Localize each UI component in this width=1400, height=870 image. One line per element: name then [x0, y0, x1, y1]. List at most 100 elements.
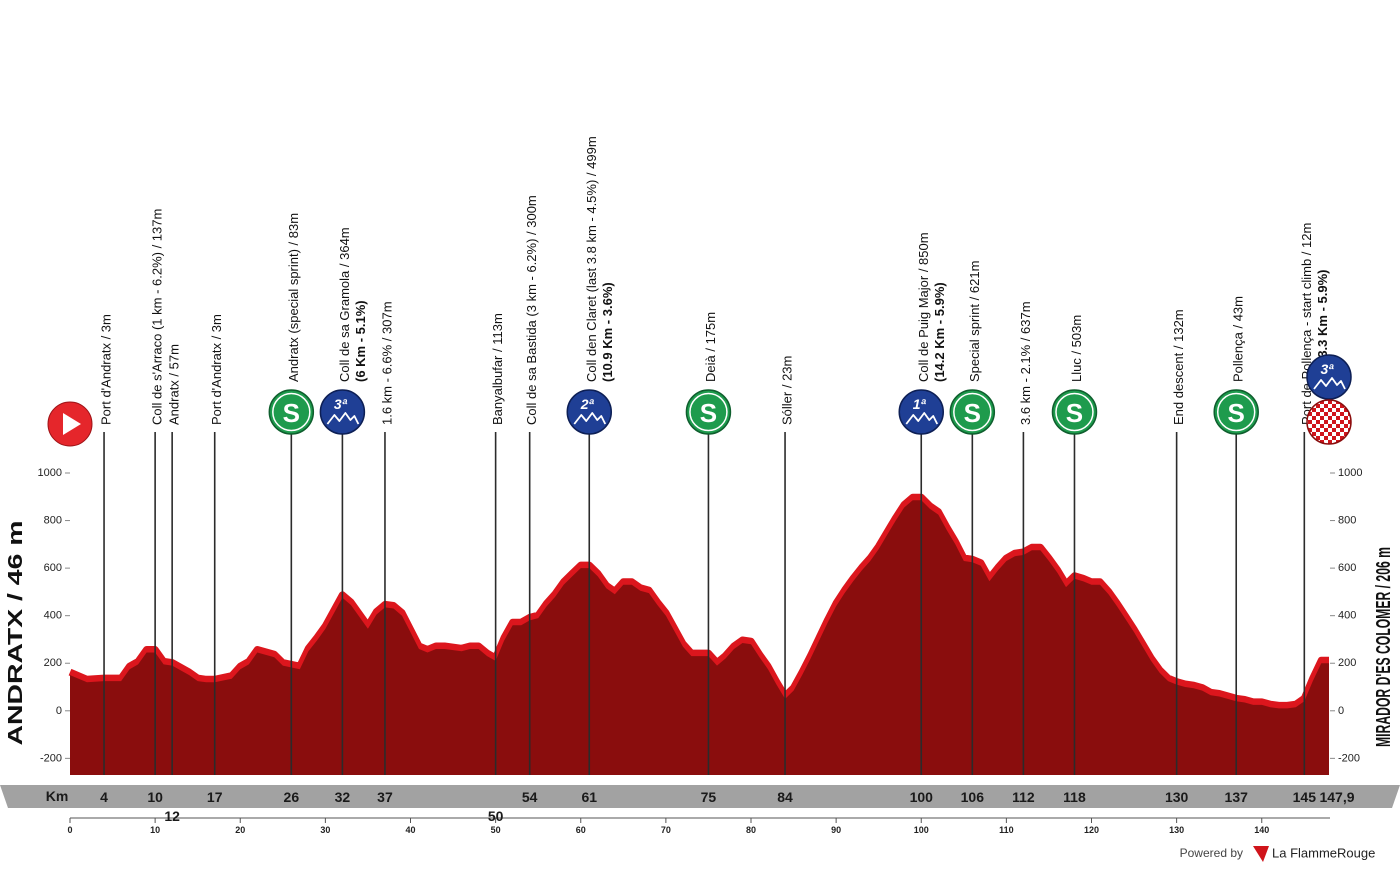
- y-tick-label: 0: [56, 705, 62, 717]
- km-label: 84: [777, 789, 793, 805]
- x-tick-label: 60: [576, 825, 586, 835]
- sprint-text: S: [1228, 398, 1245, 428]
- climb-text: 2ª: [580, 396, 595, 412]
- km-label: 17: [207, 789, 223, 805]
- x-tick-label: 0: [67, 825, 72, 835]
- km-label: 137: [1225, 789, 1249, 805]
- climb-icon: [898, 389, 945, 435]
- sprint-ring: [272, 392, 311, 432]
- marker-label: Deià / 175m: [703, 312, 718, 382]
- marker-label: 3.6 km - 2.1% / 637m: [1018, 301, 1033, 425]
- marker-label: Coll den Claret (last 3.8 km - 4.5%) / 4…: [584, 136, 599, 382]
- marker-label: Banyalbufar / 113m: [490, 313, 505, 425]
- sprint-ring: [1216, 392, 1256, 432]
- climb-mountain: [326, 412, 360, 425]
- credit-brand: La FlammeRouge: [1272, 846, 1375, 861]
- km-label: 54: [522, 789, 538, 805]
- sprint-icon: [949, 389, 996, 435]
- x-tick-label: 50: [491, 825, 501, 835]
- marker-label: Lluc / 503m: [1069, 315, 1084, 382]
- y-tick-label-right: 400: [1338, 610, 1356, 622]
- sprint-text: S: [1066, 398, 1083, 428]
- marker-label: End descent / 132m: [1171, 309, 1186, 425]
- km-label: 26: [284, 789, 300, 805]
- y-tick-label-right: 200: [1338, 657, 1356, 669]
- km-bar: [0, 785, 1400, 808]
- climb-text: 3ª: [334, 396, 348, 412]
- climb-mountain: [573, 412, 607, 425]
- marker-detail: (14.2 Km - 5.9%): [932, 282, 947, 382]
- y-tick-label: 200: [44, 657, 62, 669]
- y-tick-label-right: -200: [1338, 752, 1360, 764]
- km-label: 118: [1063, 789, 1086, 805]
- y-tick-label-right: 800: [1338, 515, 1356, 527]
- x-tick-label: 120: [1084, 825, 1099, 835]
- elevation-edge: [68, 493, 1329, 709]
- marker-label: Port d'Andratx / 3m: [209, 314, 224, 425]
- km-label: 61: [581, 789, 597, 805]
- sprint-text: S: [283, 398, 300, 428]
- km-label: 130: [1165, 789, 1189, 805]
- y-tick-label: 1000: [38, 467, 62, 479]
- marker-label: Port d'Andratx / 3m: [99, 314, 114, 425]
- km-label: 75: [701, 789, 717, 805]
- x-tick-label: 90: [831, 825, 841, 835]
- marker-detail: (3.3 Km - 5.9%): [1315, 270, 1330, 362]
- x-tick-label: 130: [1169, 825, 1184, 835]
- km-label: 37: [377, 789, 393, 805]
- x-tick-label: 30: [320, 825, 330, 835]
- sprint-icon: [268, 389, 315, 435]
- y-tick-label: 800: [44, 515, 62, 527]
- sprint-ring: [1055, 392, 1094, 432]
- credit-prefix: Powered by: [1180, 846, 1243, 860]
- km-label: 10: [147, 789, 163, 805]
- sprint-icon: [685, 389, 732, 435]
- marker-label: Special sprint / 621m: [967, 261, 982, 382]
- climb-icon: [1306, 354, 1352, 400]
- km-label: 112: [1012, 789, 1035, 805]
- climb-mountain: [1313, 377, 1346, 390]
- x-tick-label: 110: [999, 825, 1014, 835]
- sprint-icon: [1051, 389, 1098, 435]
- marker-label: Pollença / 43m: [1231, 296, 1246, 382]
- climb-icon: [319, 389, 366, 435]
- km-label: 12: [164, 808, 180, 824]
- sprint-text: S: [964, 398, 981, 428]
- y-tick-label: 600: [44, 562, 62, 574]
- finish-icon: [1306, 399, 1352, 445]
- km-label: 100: [910, 789, 934, 805]
- marker-label: Sóller / 23m: [780, 356, 795, 425]
- y-tick-label: 400: [44, 610, 62, 622]
- marker-label: Andratx / 57m: [167, 344, 182, 425]
- x-tick-label: 10: [150, 825, 160, 835]
- km-label: 106: [961, 789, 985, 805]
- marker-detail: (10.9 Km - 3.6%): [600, 282, 615, 382]
- finish-name: MIRADOR D'ES COLOMER / 206 m: [1373, 547, 1395, 747]
- marker-label: Coll de s'Arraco (1 km - 6.2%) / 137m: [150, 209, 165, 425]
- x-tick-label: 20: [235, 825, 245, 835]
- km-label: 4: [100, 789, 108, 805]
- x-tick-label: 70: [661, 825, 671, 835]
- y-tick-label-right: 0: [1338, 705, 1344, 717]
- km-bar-title: Km: [46, 788, 69, 804]
- climb-text: 3ª: [1321, 361, 1335, 377]
- marker-label: Andratx (special sprint) / 83m: [286, 213, 301, 382]
- climb-mountain: [905, 412, 939, 425]
- brand-logo: [1253, 846, 1269, 862]
- finish-km-label: 147,9: [1319, 789, 1354, 805]
- x-tick-label: 140: [1254, 825, 1269, 835]
- start-arrow: [63, 413, 81, 435]
- marker-label: Coll de sa Gramola / 364m: [337, 227, 352, 382]
- x-tick-label: 40: [405, 825, 415, 835]
- sprint-ring: [953, 392, 992, 432]
- marker-detail: (6 Km - 5.1%): [353, 300, 368, 382]
- km-label: 50: [488, 808, 504, 824]
- sprint-text: S: [700, 398, 717, 428]
- x-tick-label: 80: [746, 825, 756, 835]
- km-label: 32: [335, 789, 351, 805]
- climb-icon: [566, 389, 613, 435]
- sprint-icon: [1213, 389, 1259, 435]
- x-tick-label: 100: [914, 825, 929, 835]
- y-tick-label: -200: [40, 752, 62, 764]
